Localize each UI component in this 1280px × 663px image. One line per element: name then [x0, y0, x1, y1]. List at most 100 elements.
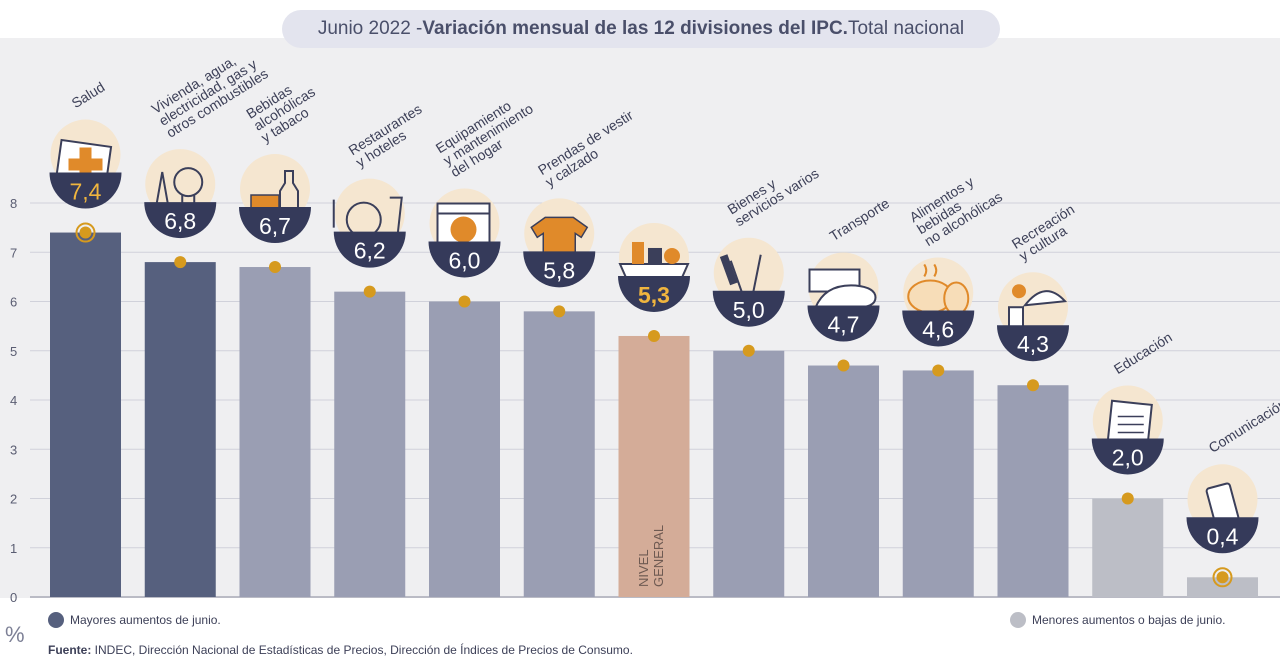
bar-group-0: 7,4 Salud	[49, 79, 122, 598]
title-suffix: Total nacional	[847, 18, 965, 39]
bar	[429, 301, 500, 597]
bar	[239, 267, 311, 597]
value-marker	[363, 285, 376, 298]
y-axis-unit: %	[5, 622, 25, 647]
data-label: 0,4	[1207, 523, 1239, 549]
value-marker	[648, 329, 660, 342]
category-label: Alimentos ybebidasno alcohólicas	[907, 165, 1006, 249]
legend-low-label: Menores aumentos o bajas de junio.	[1032, 613, 1226, 627]
value-bubble	[239, 207, 311, 244]
category-label: Bienes yservicios varios	[724, 153, 821, 229]
bar-group-1: 6,8 Vivienda, agua,electricidad, gas yotr…	[144, 52, 271, 597]
category-label-line: Salud	[69, 79, 108, 112]
bar	[808, 365, 879, 597]
value-marker	[458, 295, 471, 308]
title-prefix: Junio 2022 -	[317, 18, 423, 39]
value-marker	[1027, 379, 1039, 392]
bar	[997, 385, 1069, 597]
category-label: Prendas de vestiry calzado	[535, 107, 644, 190]
bar-group-3: 6,2 Restaurantesy hoteles	[332, 101, 425, 597]
y-tick-label: 2	[10, 492, 17, 507]
bar	[1092, 498, 1164, 597]
data-label: 6,7	[259, 213, 291, 239]
icon-shape	[719, 254, 738, 286]
general-level-label-line: GENERAL	[651, 525, 666, 587]
transit-card-icon	[808, 268, 877, 309]
icon-shape	[1117, 415, 1144, 434]
icon-shape	[648, 247, 662, 264]
notebook-icon	[1106, 399, 1153, 448]
general-level-label-line: NIVEL	[636, 549, 651, 587]
value-marker-ring	[75, 222, 96, 243]
category-label: Recreacióny cultura	[1009, 201, 1085, 264]
icon-shape	[450, 216, 477, 243]
title-main: Variación mensual de las 12 divisiones d…	[422, 18, 848, 39]
data-label: 5,3	[638, 282, 670, 308]
value-bubble	[428, 241, 501, 278]
category-label: Educación	[1111, 329, 1175, 377]
icon-shape	[943, 281, 970, 316]
data-label: 6,2	[354, 238, 386, 264]
legend-high-label: Mayores aumentos de junio.	[70, 613, 221, 627]
icon-shape	[632, 241, 644, 264]
icon-shape	[729, 254, 762, 296]
data-label: 5,0	[733, 297, 765, 323]
category-label-line: Comunicación	[1206, 395, 1280, 456]
bar-group-12: 0,4 Comunicación	[1186, 395, 1280, 597]
value-marker	[742, 344, 755, 357]
y-tick-label: 4	[10, 393, 17, 408]
value-bubble	[902, 310, 975, 347]
value-bubble	[997, 325, 1069, 362]
bar	[713, 350, 785, 597]
bar	[902, 370, 974, 597]
data-label: 6,0	[449, 248, 481, 274]
bar	[523, 311, 595, 597]
value-bubble	[1091, 438, 1164, 475]
value-marker	[1121, 492, 1134, 505]
legend-high: Mayores aumentos de junio.	[48, 612, 221, 628]
value-marker	[269, 261, 281, 274]
data-label: 4,6	[922, 316, 954, 342]
value-bubble	[49, 172, 122, 209]
icon-shape	[173, 167, 204, 198]
value-marker-ring	[1212, 567, 1233, 588]
icon-backdrop	[145, 149, 216, 220]
data-label: 4,3	[1017, 331, 1049, 357]
general-level-label: NIVELGENERAL	[636, 525, 666, 587]
bar-group-6: 5,3 NIVELGENERAL	[618, 222, 690, 597]
icon-backdrop	[713, 237, 784, 308]
value-marker	[1216, 571, 1229, 584]
source-note: Fuente: INDEC, Dirección Nacional de Est…	[48, 643, 633, 657]
source-text: INDEC, Dirección Nacional de Estadística…	[91, 643, 633, 657]
category-label: Comunicación	[1206, 395, 1280, 456]
value-marker	[837, 359, 850, 372]
data-label: 7,4	[70, 179, 102, 205]
icon-shape	[1012, 284, 1026, 299]
data-label: 5,8	[543, 257, 575, 283]
data-label: 4,7	[828, 312, 860, 338]
value-marker	[174, 256, 187, 269]
data-label: 6,8	[164, 208, 196, 234]
category-label: Equipamientoy mantenimientodel hogar	[433, 88, 544, 180]
bar-group-8: 4,7 Transporte	[807, 195, 893, 597]
bar-group-10: 4,3 Recreacióny cultura	[997, 201, 1085, 597]
bar-group-7: 5,0 Bienes yservicios varios	[712, 153, 822, 597]
bar	[144, 262, 216, 597]
y-tick-label: 1	[10, 541, 17, 556]
category-label: Transporte	[827, 195, 893, 244]
value-bubble	[333, 231, 406, 268]
data-label: 2,0	[1112, 445, 1144, 471]
y-tick-label: 3	[10, 442, 17, 457]
bar	[334, 291, 406, 597]
chart-title: Junio 2022 - Variación mensual de las 12…	[282, 10, 1000, 48]
icon-shape	[1022, 290, 1068, 307]
icon-shape	[332, 196, 403, 234]
icon-shape	[664, 247, 680, 264]
legend-high-swatch	[48, 612, 64, 628]
icon-shape	[68, 147, 103, 182]
value-bubble	[712, 290, 785, 327]
comb-scissors-icon	[719, 254, 762, 296]
category-label-line: Educación	[1111, 329, 1175, 377]
value-marker	[553, 305, 566, 318]
